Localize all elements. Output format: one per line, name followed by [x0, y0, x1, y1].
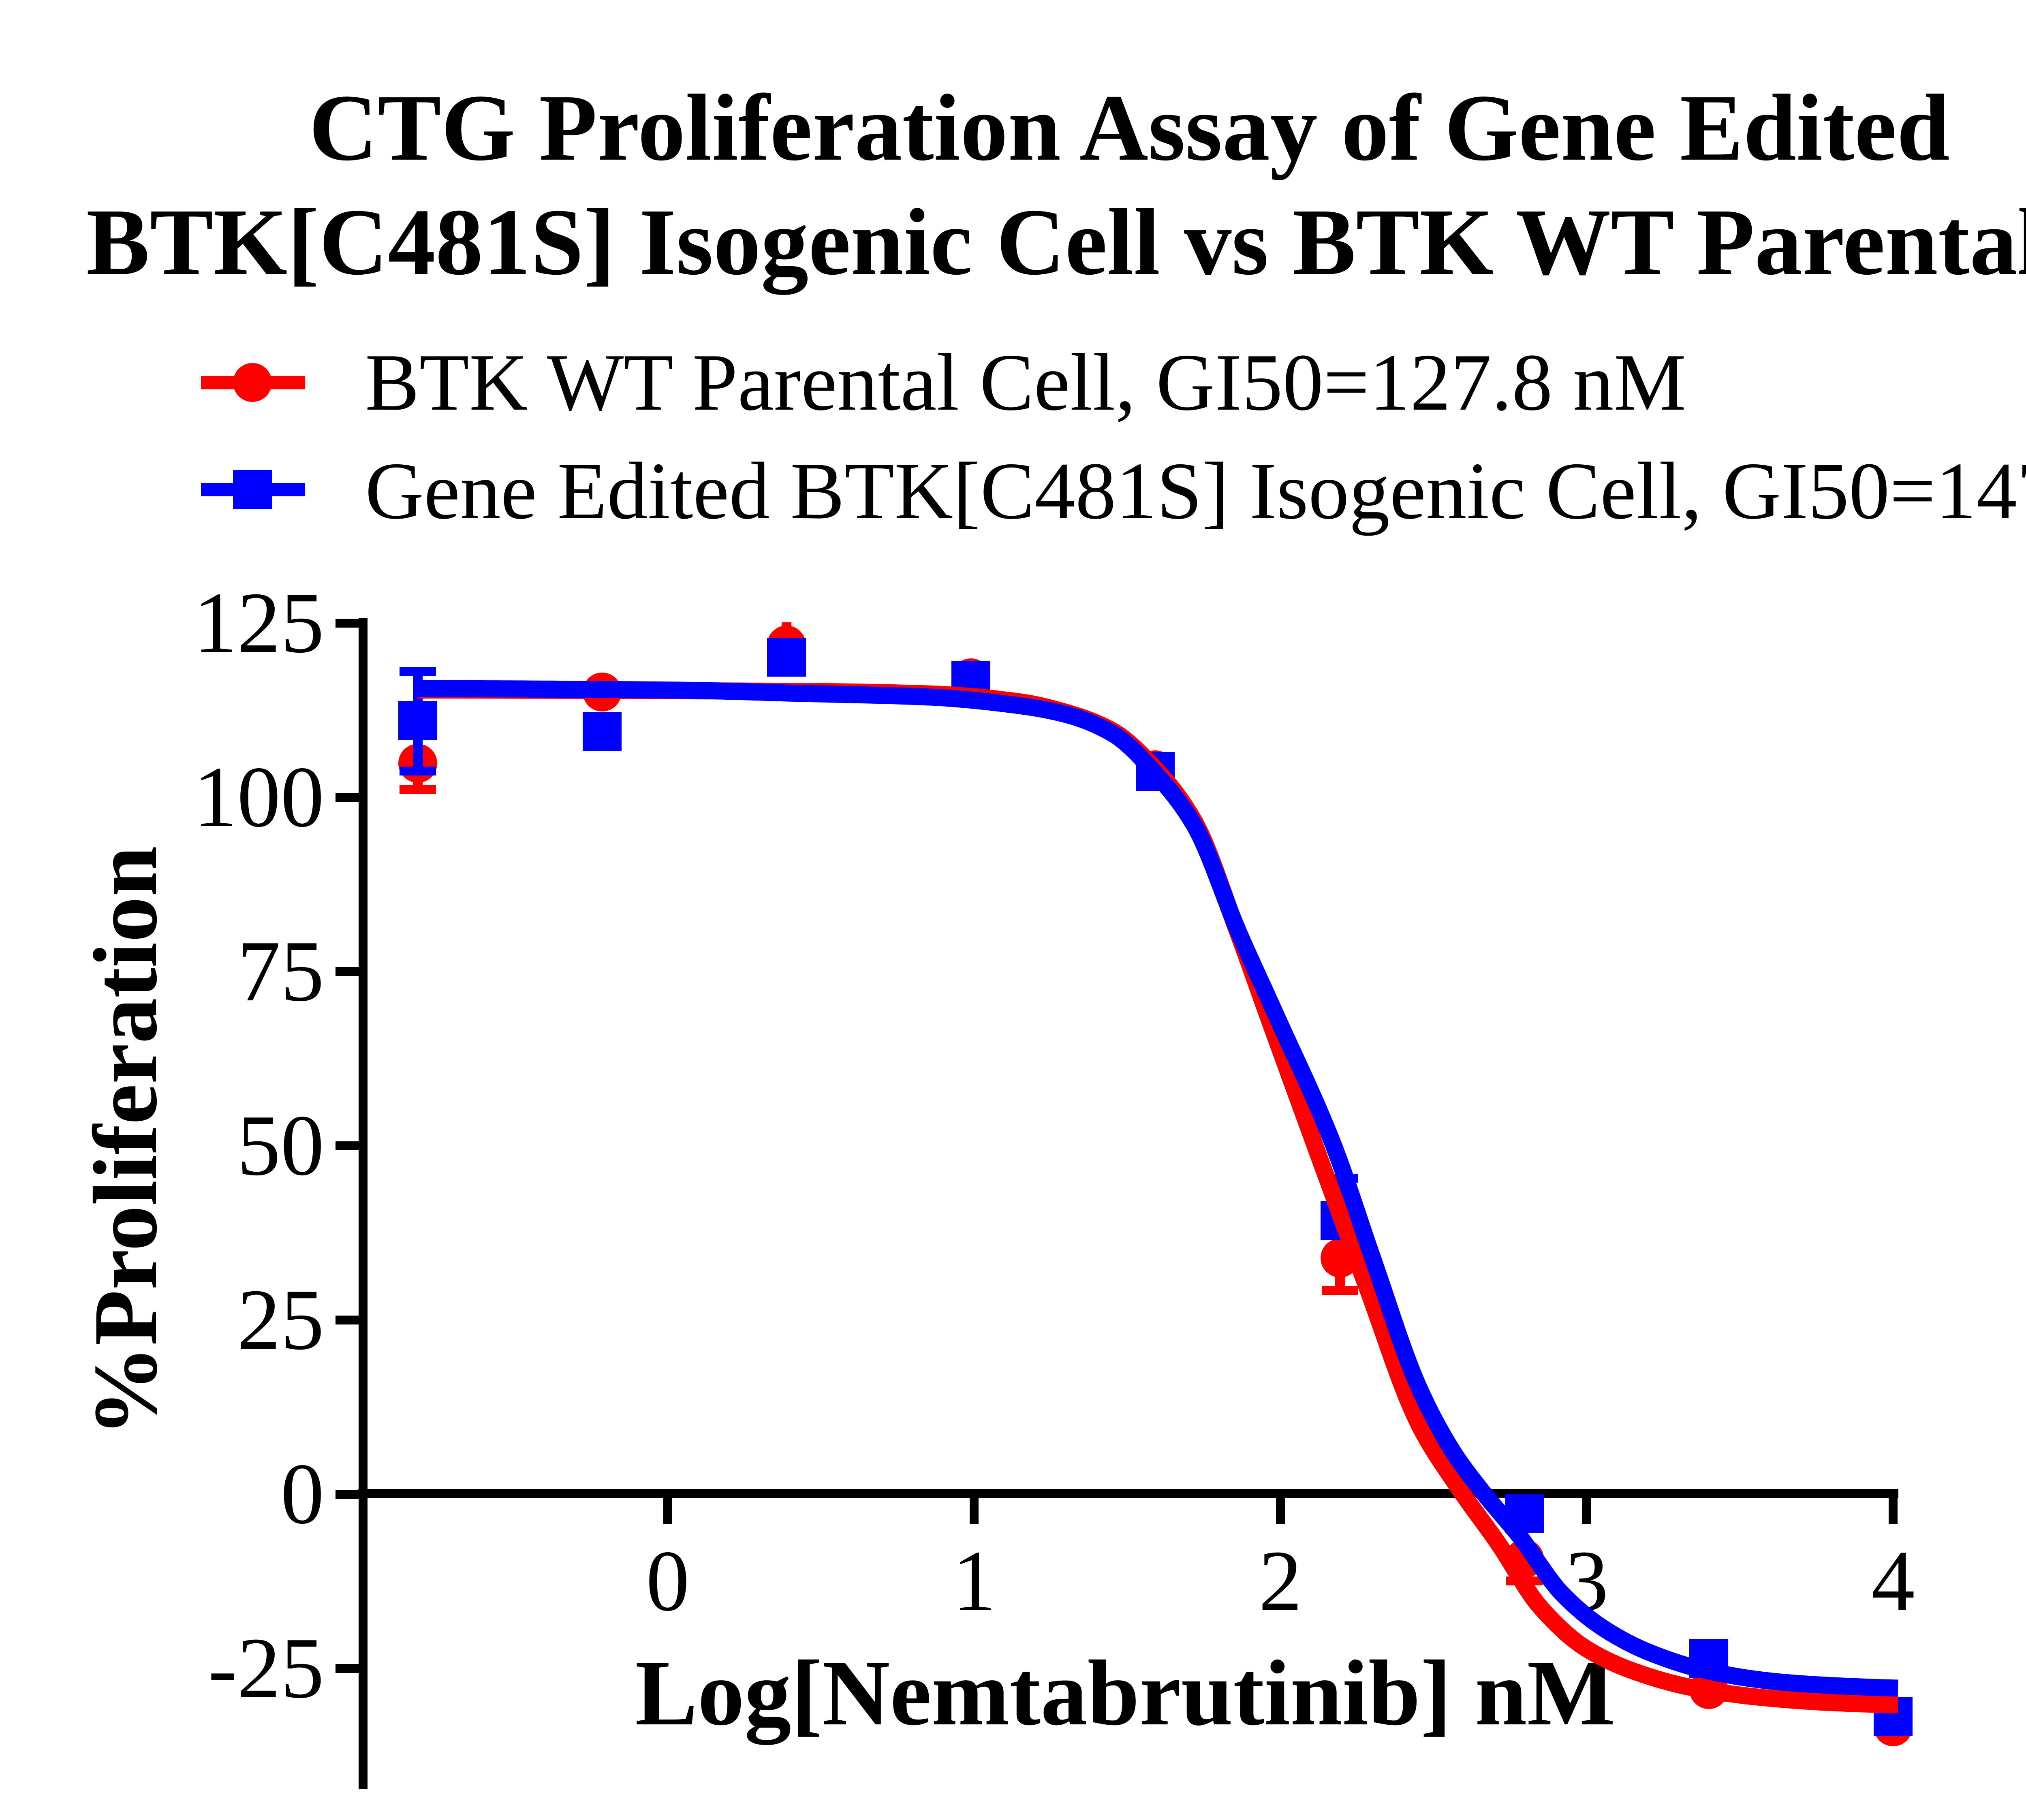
svg-text:Gene Edited BTK[C481S] Isogeni: Gene Edited BTK[C481S] Isogenic Cell, GI… [365, 446, 2026, 536]
svg-text:BTK WT Parental Cell, GI50=127: BTK WT Parental Cell, GI50=127.8 nM [365, 338, 1686, 427]
svg-text:-25: -25 [208, 1619, 324, 1716]
svg-text:1: 1 [952, 1532, 996, 1629]
svg-text:2: 2 [1259, 1532, 1302, 1629]
svg-text:Log[Nemtabrutinib] nM: Log[Nemtabrutinib] nM [635, 1641, 1615, 1745]
svg-text:0: 0 [281, 1445, 325, 1542]
svg-text:0: 0 [646, 1532, 690, 1629]
svg-text:50: 50 [237, 1097, 324, 1194]
svg-text:100: 100 [194, 748, 325, 845]
svg-text:4: 4 [1871, 1532, 1915, 1629]
svg-text:75: 75 [237, 923, 324, 1019]
svg-text:BTK[C481S] Isogenic Cell vs BT: BTK[C481S] Isogenic Cell vs BTK WT Paren… [86, 189, 2026, 295]
svg-text:25: 25 [237, 1271, 324, 1368]
svg-text:%Proliferation: %Proliferation [75, 846, 176, 1437]
svg-text:125: 125 [194, 574, 325, 671]
svg-text:CTG Proliferation Assay of Gen: CTG Proliferation Assay of Gene Edited [309, 75, 1949, 180]
